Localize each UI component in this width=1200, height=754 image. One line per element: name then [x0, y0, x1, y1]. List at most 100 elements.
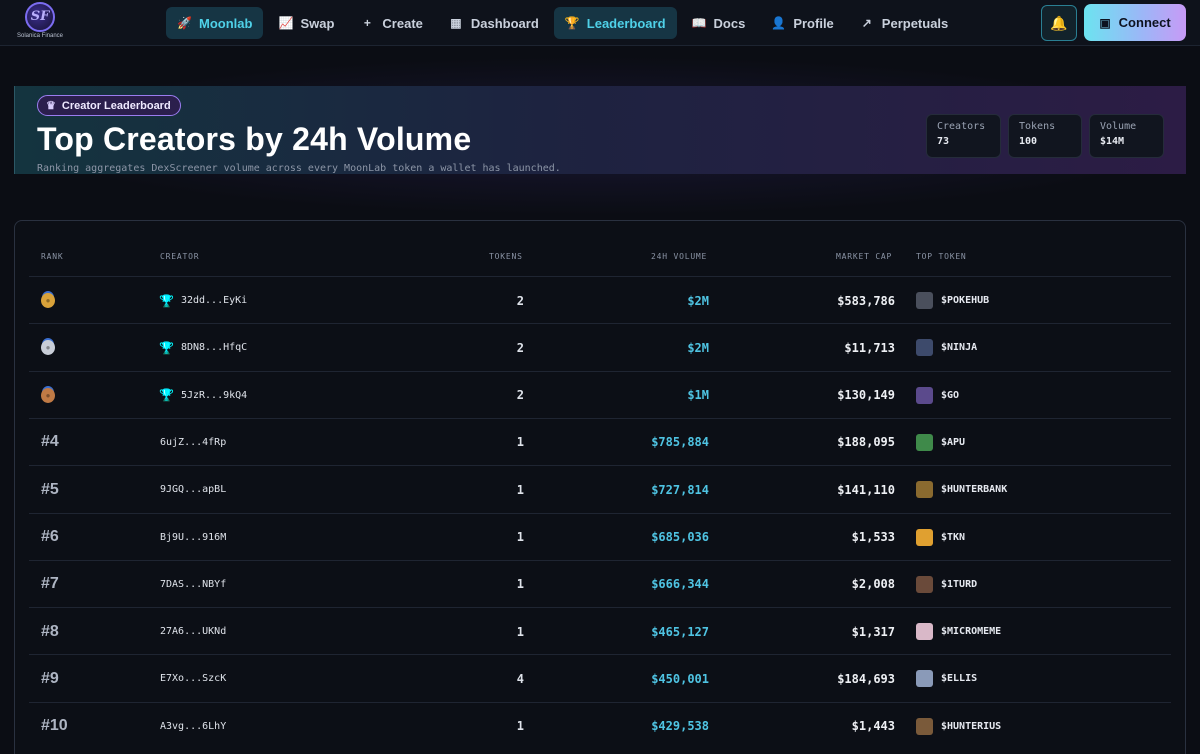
top-token-cell[interactable]: $ELLIS	[916, 655, 977, 702]
header-tokens: TOKENS	[489, 252, 523, 261]
creator-cell[interactable]: 7DAS...NBYf	[160, 561, 226, 608]
nav-item-dashboard[interactable]: ▦ Dashboard	[438, 7, 550, 39]
creator-cell[interactable]: 6ujZ...4fRp	[160, 419, 226, 466]
brand-logo[interactable]: SF Solanica Finance	[10, 2, 70, 44]
rank-cell: #8	[41, 608, 101, 655]
creator-cell[interactable]: 🏆 5JzR...9kQ4	[159, 372, 247, 419]
stat-value: 100	[1019, 136, 1038, 147]
notifications-button[interactable]: 🔔	[1041, 5, 1077, 41]
creator-cell[interactable]: Bj9U...916M	[160, 514, 226, 561]
token-symbol: $MICROMEME	[941, 626, 1002, 638]
nav-item-profile[interactable]: 👤 Profile	[760, 7, 844, 39]
creator-cell[interactable]: 🏆 32dd...EyKi	[159, 277, 247, 324]
tokens-count: 2	[516, 293, 524, 308]
creator-cell[interactable]: A3vg...6LhY	[160, 703, 226, 750]
trophy-icon: 🏆	[159, 340, 174, 355]
token-avatar-icon	[916, 623, 933, 641]
rank-number: #10	[41, 717, 68, 735]
plus-icon: +	[363, 16, 371, 30]
top-token-cell[interactable]: $GO	[916, 372, 959, 419]
main-nav: 🚀 Moonlab 📈 Swap + Create ▦ Dashboard 🏆 Leaderboa…	[166, 7, 959, 39]
table-row[interactable]: #6 Bj9U...916M 1 $685,036 $1,533 $TKN	[29, 512, 1171, 561]
nav-item-label: Perpetuals	[881, 15, 949, 31]
table-row[interactable]: #9 E7Xo...SzcK 4 $450,001 $184,693 $ELLIS	[29, 654, 1171, 701]
top-token-cell[interactable]: $1TURD	[916, 561, 977, 608]
nav-item-perpetuals[interactable]: ↗ Perpetuals	[849, 7, 959, 39]
rank-cell: ●	[41, 324, 101, 371]
logo-mark-icon: SF	[25, 2, 55, 32]
tokens-count: 2	[516, 340, 524, 355]
tokens-count: 1	[516, 435, 524, 450]
top-token-cell[interactable]: $NINJA	[916, 324, 977, 371]
rank-number: #9	[41, 669, 59, 687]
top-token-cell[interactable]: $TKN	[916, 514, 965, 561]
tokens-count: 1	[516, 482, 524, 497]
page-subtitle: Ranking aggregates DexScreener volume ac…	[37, 163, 561, 174]
tokens-count: 1	[516, 719, 524, 734]
volume-24h: $2M	[687, 340, 709, 355]
top-token-cell[interactable]: $APU	[916, 419, 965, 466]
market-cap: $1,533	[851, 530, 895, 544]
creator-address: 27A6...UKNd	[160, 626, 227, 638]
nav-item-create[interactable]: + Create	[349, 7, 433, 39]
trophy-icon: 🏆	[564, 16, 580, 30]
creator-cell[interactable]: 9JGQ...apBL	[160, 466, 226, 513]
creator-address: 32dd...EyKi	[180, 295, 248, 306]
connect-label: Connect	[1118, 15, 1171, 30]
nav-item-swap[interactable]: 📈 Swap	[267, 7, 345, 39]
table-row[interactable]: #4 6ujZ...4fRp 1 $785,884 $188,095 $APU	[29, 417, 1171, 466]
rank-cell: #4	[41, 419, 101, 466]
token-avatar-icon	[916, 386, 933, 404]
token-avatar-icon	[916, 433, 933, 451]
market-cap: $1,317	[851, 624, 895, 639]
rank-number: #5	[41, 480, 59, 498]
token-symbol: $TKN	[941, 531, 966, 543]
top-token-cell[interactable]: $MICROMEME	[916, 608, 1001, 655]
nav-item-docs[interactable]: 📖 Docs	[681, 7, 757, 39]
creator-cell[interactable]: 🏆 8DN8...HfqC	[159, 324, 247, 371]
token-avatar-icon	[916, 528, 933, 546]
token-avatar-icon	[916, 717, 933, 735]
token-symbol: $HUNTERBANK	[941, 484, 1008, 496]
nav-item-moonlab[interactable]: 🚀 Moonlab	[166, 7, 264, 39]
token-avatar-icon	[916, 670, 933, 688]
stat-label: Volume	[1100, 121, 1137, 132]
table-row[interactable]: #5 9JGQ...apBL 1 $727,814 $141,110 $HUNTERBAN…	[29, 465, 1171, 512]
token-symbol: $APU	[941, 436, 966, 448]
top-token-cell[interactable]: $HUNTERIUS	[916, 703, 1001, 750]
top-token-cell[interactable]: $POKEHUB	[916, 277, 989, 324]
connect-wallet-button[interactable]: ▣ Connect	[1084, 4, 1186, 41]
stat-creators: Creators 73	[926, 114, 1001, 158]
volume-24h: $727,814	[651, 482, 709, 497]
top-token-cell[interactable]: $HUNTERBANK	[916, 466, 1007, 513]
table-row[interactable]: #10 A3vg...6LhY 1 $429,538 $1,443 $HUNTERIUS	[29, 701, 1171, 750]
bell-icon: 🔔	[1050, 14, 1068, 31]
rocket-icon: 🚀	[177, 16, 192, 30]
token-symbol: $HUNTERIUS	[941, 720, 1002, 732]
header-market-cap: MARKET CAP	[836, 252, 893, 261]
table-row[interactable]: ● 🏆 5JzR...9kQ4 2 $1M $130,149 $GO	[29, 370, 1171, 419]
market-cap: $583,786	[837, 293, 895, 308]
market-cap: $11,713	[844, 340, 895, 355]
creator-cell[interactable]: 27A6...UKNd	[160, 608, 226, 655]
nav-item-label: Docs	[713, 15, 746, 31]
token-symbol: $POKEHUB	[941, 295, 990, 306]
user-icon: 👤	[771, 16, 787, 30]
table-row[interactable]: ● 🏆 32dd...EyKi 2 $2M $583,786 $POKEHUB	[29, 276, 1171, 323]
trend-up-icon: ↗	[861, 16, 872, 30]
creator-cell[interactable]: E7Xo...SzcK	[160, 655, 226, 702]
table-row[interactable]: ● 🏆 8DN8...HfqC 2 $2M $11,713 $NINJA	[29, 323, 1171, 370]
volume-24h: $2M	[687, 293, 709, 308]
table-row[interactable]: #8 27A6...UKNd 1 $465,127 $1,317 $MICROMEME	[29, 607, 1171, 654]
volume-24h: $465,127	[651, 624, 709, 639]
page-title: Top Creators by 24h Volume	[37, 121, 472, 157]
token-avatar-icon	[916, 339, 933, 357]
table-row[interactable]: #7 7DAS...NBYf 1 $666,344 $2,008 $1TURD	[29, 559, 1171, 608]
header-rank: RANK	[41, 252, 64, 261]
chart-line-icon: 📈	[278, 16, 294, 30]
crown-icon: ♛	[46, 100, 56, 112]
token-symbol: $ELLIS	[941, 673, 978, 685]
nav-item-leaderboard[interactable]: 🏆 Leaderboard	[553, 7, 677, 39]
nav-item-label: Swap	[300, 15, 335, 31]
grid-icon: ▦	[450, 16, 462, 30]
